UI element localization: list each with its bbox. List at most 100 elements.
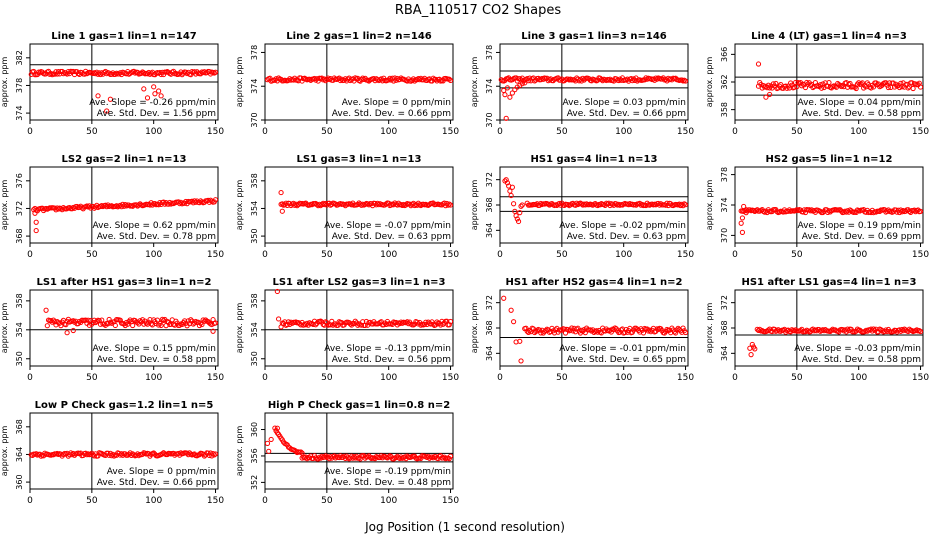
x-tick-label: 150 [207, 250, 224, 260]
x-tick-label: 0 [497, 373, 503, 383]
y-tick-label: 350 [250, 351, 259, 366]
x-tick-label: 50 [321, 496, 333, 506]
y-tick-label: 366 [720, 47, 729, 62]
data-point [518, 358, 524, 364]
data-point [854, 326, 861, 332]
data-point [148, 321, 154, 327]
slope-annotation: Ave. Slope = -0.03 ppm/min [794, 344, 921, 354]
panel-title: LS1 after HS1 gas=3 lin=1 n=2 [36, 277, 211, 288]
y-tick-label: 378 [250, 45, 259, 60]
data-point [682, 202, 689, 208]
data-point [412, 202, 418, 209]
data-point [762, 209, 768, 215]
data-point [106, 316, 112, 323]
y-tick-label: 358 [250, 293, 259, 308]
data-point [264, 440, 271, 446]
data-point [104, 108, 110, 114]
data-point [826, 79, 832, 86]
x-tick-label: 150 [677, 127, 694, 137]
panel-title: Line 1 gas=1 lin=1 n=147 [51, 31, 197, 42]
data-point [503, 177, 509, 183]
data-point [279, 208, 285, 214]
data-point [640, 330, 647, 336]
panel-y-axis-label: approx. ppm [0, 303, 9, 354]
x-tick-label: 50 [86, 250, 98, 260]
data-point [64, 71, 70, 77]
panel-title: HS1 after LS1 gas=4 lin=1 n=3 [741, 277, 916, 288]
slope-annotation: Ave. Slope = 0.04 ppm/min [797, 98, 921, 108]
data-point [33, 219, 39, 225]
y-tick-label: 350 [15, 351, 24, 366]
data-point [95, 93, 101, 99]
plot-frame [264, 289, 454, 367]
data-point [447, 77, 454, 84]
data-point [765, 82, 771, 88]
x-tick-label: 100 [850, 127, 867, 137]
x-tick-label: 50 [556, 373, 568, 383]
data-point [143, 320, 149, 326]
y-tick-label: 370 [250, 112, 259, 127]
data-point [313, 322, 319, 328]
x-tick-label: 50 [556, 127, 568, 137]
data-point [199, 321, 205, 328]
x-tick-label: 100 [380, 373, 397, 383]
data-point [502, 92, 508, 98]
panel-y-axis-label: approx. ppm [0, 180, 9, 231]
data-point [85, 317, 91, 323]
figure-x-axis-label: Jog Position (1 second resolution) [364, 520, 565, 534]
y-tick-label: 364 [15, 447, 24, 462]
y-tick-label: 368 [15, 228, 24, 243]
data-point [268, 436, 274, 443]
data-point [743, 210, 749, 216]
data-point [511, 319, 517, 325]
data-point [446, 76, 452, 82]
data-point [917, 328, 924, 335]
x-tick-label: 0 [27, 127, 33, 137]
data-point [188, 317, 194, 323]
std-dev-annotation: Ave. Std. Dev. = 0.48 ppm [332, 478, 451, 488]
data-point [276, 316, 282, 322]
data-point [739, 215, 746, 221]
chart-panel: Line 3 gas=1 lin=3 n=146 approx. ppm 0 50 10… [470, 31, 694, 137]
data-point [587, 327, 593, 333]
data-point [515, 218, 522, 225]
x-tick-label: 50 [321, 127, 333, 137]
chart-panel: High P Check gas=1 lin=0.8 n=2 approx. pp… [235, 400, 459, 506]
data-point [154, 317, 160, 323]
data-point [107, 96, 113, 102]
slope-annotation: Ave. Slope = 0.03 ppm/min [562, 98, 686, 108]
data-point [164, 318, 170, 325]
data-point [843, 209, 849, 215]
x-tick-label: 0 [27, 250, 33, 260]
slope-annotation: Ave. Slope = 0.62 ppm/min [92, 221, 216, 231]
std-dev-annotation: Ave. Std. Dev. = 0.69 ppm [802, 232, 921, 242]
slope-annotation: Ave. Slope = 0 ppm/min [342, 98, 451, 108]
data-point [212, 320, 219, 326]
data-point [741, 203, 747, 210]
panel-title: LS2 gas=2 lin=1 n=13 [62, 154, 187, 165]
x-tick-label: 0 [262, 496, 268, 506]
data-point [158, 93, 164, 99]
data-point [501, 295, 507, 301]
x-tick-label: 0 [732, 250, 738, 260]
data-point [507, 94, 513, 100]
chart-panel: LS1 after HS1 gas=3 lin=1 n=2 approx. ppm… [0, 277, 224, 383]
std-dev-annotation: Ave. Std. Dev. = 0.66 ppm [567, 109, 686, 119]
panel-grid: Line 1 gas=1 lin=1 n=147 approx. ppm 0 50 10… [0, 31, 929, 506]
data-point [125, 321, 131, 327]
slope-annotation: Ave. Slope = 0.15 ppm/min [92, 344, 216, 354]
panel-y-axis-label: approx. ppm [0, 57, 9, 108]
x-tick-label: 100 [615, 127, 632, 137]
x-tick-label: 50 [321, 250, 333, 260]
y-tick-label: 364 [720, 346, 729, 361]
data-point [840, 326, 846, 333]
data-point [853, 85, 859, 92]
data-point [517, 210, 523, 216]
x-tick-label: 100 [380, 496, 397, 506]
y-tick-label: 360 [250, 422, 259, 437]
x-tick-label: 0 [497, 127, 503, 137]
y-tick-label: 378 [15, 78, 24, 93]
y-tick-label: 378 [720, 167, 729, 182]
data-point [852, 84, 858, 90]
y-tick-label: 358 [250, 173, 259, 188]
